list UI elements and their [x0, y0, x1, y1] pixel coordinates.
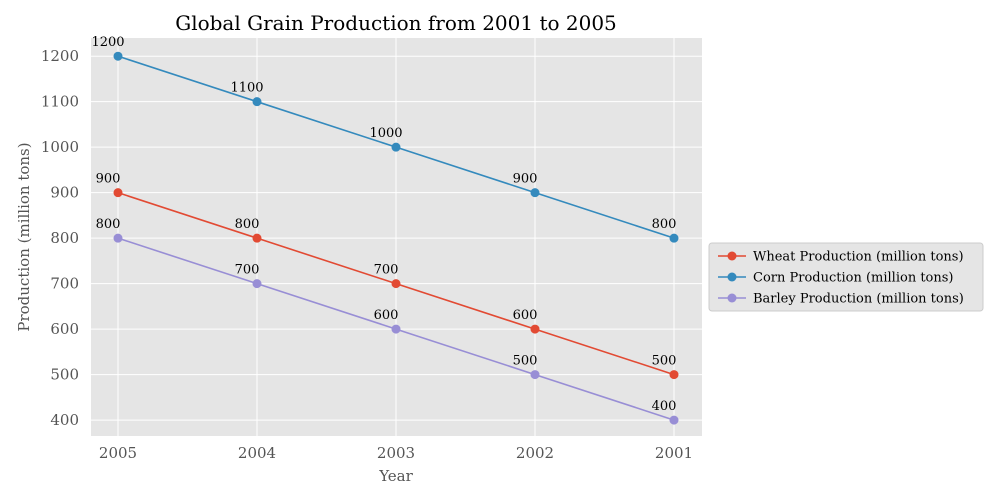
- data-point: [669, 415, 679, 425]
- data-point: [530, 324, 540, 334]
- data-point: [530, 370, 540, 380]
- y-axis-label: Production (million tons): [15, 142, 33, 331]
- legend-swatch-marker: [727, 293, 737, 303]
- data-label: 600: [374, 308, 399, 323]
- series-group: [113, 51, 679, 425]
- data-label: 500: [652, 354, 677, 369]
- data-point: [113, 188, 123, 198]
- x-axis-ticks: 2005 2004 2003 2002 2001: [99, 444, 693, 462]
- data-label: 800: [652, 217, 677, 232]
- data-label: 400: [652, 399, 677, 414]
- data-point: [391, 142, 401, 152]
- data-point: [252, 279, 262, 289]
- data-label: 1200: [91, 35, 124, 50]
- data-label: 500: [513, 354, 538, 369]
- legend-swatch-marker: [727, 272, 737, 282]
- data-point: [530, 188, 540, 198]
- chart-title: Global Grain Production from 2001 to 200…: [175, 11, 617, 35]
- data-point: [113, 51, 123, 61]
- data-label: 1100: [230, 81, 263, 96]
- y-tick-label: 800: [50, 229, 79, 247]
- data-point: [391, 324, 401, 334]
- legend: Wheat Production (million tons) Corn Prod…: [708, 242, 984, 312]
- data-point: [669, 233, 679, 243]
- x-tick-label: 2004: [238, 444, 276, 462]
- data-label: 800: [235, 217, 260, 232]
- y-tick-label: 1200: [41, 47, 79, 65]
- data-point: [391, 279, 401, 289]
- data-point: [669, 370, 679, 380]
- y-axis-ticks: 400 500 600 700 800 900 1000 1100 1200: [41, 47, 79, 429]
- data-label: 700: [374, 263, 399, 278]
- data-labels: 900 800 700 600 500 1200 1100 1000 900 800 800 700 6…: [91, 35, 676, 414]
- y-tick-label: 500: [50, 366, 79, 384]
- legend-swatch-marker: [727, 251, 737, 261]
- data-point: [113, 233, 123, 243]
- y-tick-label: 400: [50, 411, 79, 429]
- data-point: [252, 233, 262, 243]
- y-tick-label: 600: [50, 320, 79, 338]
- y-tick-label: 1000: [41, 138, 79, 156]
- x-tick-label: 2001: [655, 444, 693, 462]
- data-label: 900: [513, 172, 538, 187]
- data-label: 700: [235, 263, 260, 278]
- x-tick-label: 2005: [99, 444, 137, 462]
- data-label: 800: [96, 217, 121, 232]
- data-label: 1000: [369, 126, 402, 141]
- x-tick-label: 2003: [377, 444, 415, 462]
- legend-label: Wheat Production (million tons): [753, 250, 964, 265]
- legend-label: Corn Production (million tons): [753, 271, 954, 286]
- legend-label: Barley Production (million tons): [753, 292, 964, 307]
- legend-box: [708, 242, 984, 312]
- x-axis-label: Year: [378, 467, 413, 485]
- y-tick-label: 700: [50, 275, 79, 293]
- data-label: 900: [96, 172, 121, 187]
- x-tick-label: 2002: [516, 444, 554, 462]
- data-label: 600: [513, 308, 538, 323]
- data-point: [252, 97, 262, 107]
- y-tick-label: 1100: [41, 93, 79, 111]
- y-tick-label: 900: [50, 184, 79, 202]
